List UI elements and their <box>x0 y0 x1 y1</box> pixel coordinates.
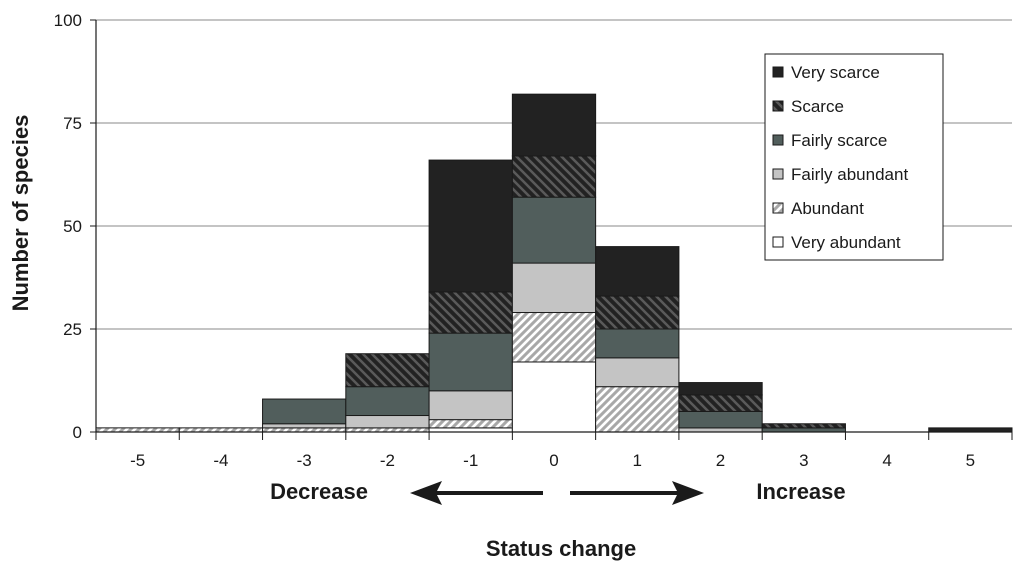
bar-segment <box>428 291 513 334</box>
x-tick-label: 5 <box>966 451 975 470</box>
bar-stacks <box>95 93 1013 433</box>
legend-swatch <box>772 100 784 112</box>
x-tick-label: -5 <box>130 451 145 470</box>
bar-segment <box>428 419 513 429</box>
bar-segment <box>511 312 597 363</box>
bar-segment <box>262 398 347 425</box>
bar-segment <box>928 427 1013 433</box>
x-tick-label: 2 <box>716 451 725 470</box>
x-tick-label: -3 <box>297 451 312 470</box>
legend-item: Abundant <box>772 199 864 218</box>
legend: Very scarce Scarce Fairly scarce Fairly abu… <box>764 53 944 261</box>
bar-segment <box>428 159 513 293</box>
x-tick-label: 4 <box>882 451 891 470</box>
legend-swatch <box>772 66 784 78</box>
decrease-arrow <box>410 481 543 505</box>
bar-segment <box>345 386 430 417</box>
y-tick-labels: 0 25 50 75 100 <box>54 11 82 442</box>
bar-segment <box>595 328 680 359</box>
legend-item: Fairly abundant <box>772 165 908 184</box>
x-tick-label: 0 <box>549 451 558 470</box>
bar-segment <box>761 427 846 433</box>
bar-segment <box>511 93 597 157</box>
bar-segment <box>178 427 264 433</box>
bar-segment <box>262 423 347 429</box>
increase-arrow <box>570 481 704 505</box>
y-axis-title: Number of species <box>8 115 33 312</box>
legend-label: Abundant <box>791 199 864 218</box>
bar-segment <box>262 427 347 433</box>
x-tick-label: -2 <box>380 451 395 470</box>
legend-item: Very scarce <box>772 63 880 82</box>
legend-label: Very abundant <box>791 233 901 252</box>
legend-item: Fairly scarce <box>772 131 887 150</box>
x-tick-label: -4 <box>213 451 228 470</box>
legend-swatch <box>772 202 784 214</box>
bar-segment <box>345 415 430 429</box>
legend-item: Scarce <box>772 97 844 116</box>
legend-swatch <box>772 236 784 248</box>
legend-swatch <box>772 168 784 180</box>
bar-segment <box>511 155 597 198</box>
y-tick-label: 50 <box>63 217 82 236</box>
legend-item: Very abundant <box>772 233 901 252</box>
bar-segment <box>428 332 513 392</box>
decrease-label: Decrease <box>270 479 368 504</box>
bar-segment <box>595 295 680 330</box>
bar-segment <box>428 390 513 421</box>
bar-segment <box>678 382 763 396</box>
legend-label: Very scarce <box>791 63 880 82</box>
y-tick-label: 75 <box>63 114 82 133</box>
legend-box <box>764 53 944 261</box>
bar-segment <box>511 361 597 433</box>
legend-label: Fairly abundant <box>791 165 908 184</box>
legend-label: Scarce <box>791 97 844 116</box>
bar-segment <box>345 427 430 433</box>
x-tick-label: 3 <box>799 451 808 470</box>
bar-segment <box>511 196 597 264</box>
bar-segment <box>678 427 763 433</box>
bar-segment <box>761 423 846 429</box>
x-tick-label: -1 <box>463 451 478 470</box>
y-tick-label: 25 <box>63 320 82 339</box>
legend-label: Fairly scarce <box>791 131 887 150</box>
x-tick-label: 1 <box>633 451 642 470</box>
bar-segment <box>345 353 430 388</box>
bar-segment <box>511 262 597 314</box>
bar-segment <box>428 427 513 433</box>
y-tick-label: 100 <box>54 11 82 30</box>
bar-segment <box>678 410 763 429</box>
bar-segment <box>95 427 180 433</box>
increase-label: Increase <box>756 479 845 504</box>
x-tick-labels: -5 -4 -3 -2 -1 0 1 2 3 4 5 <box>130 451 975 470</box>
bar-segment <box>595 386 680 433</box>
axes <box>90 19 1013 440</box>
x-axis-title: Status change <box>486 536 636 561</box>
legend-swatch <box>772 134 784 146</box>
bar-segment <box>595 357 680 388</box>
bar-segment <box>678 394 763 412</box>
y-tick-label: 0 <box>73 423 82 442</box>
bar-segment <box>595 246 680 297</box>
